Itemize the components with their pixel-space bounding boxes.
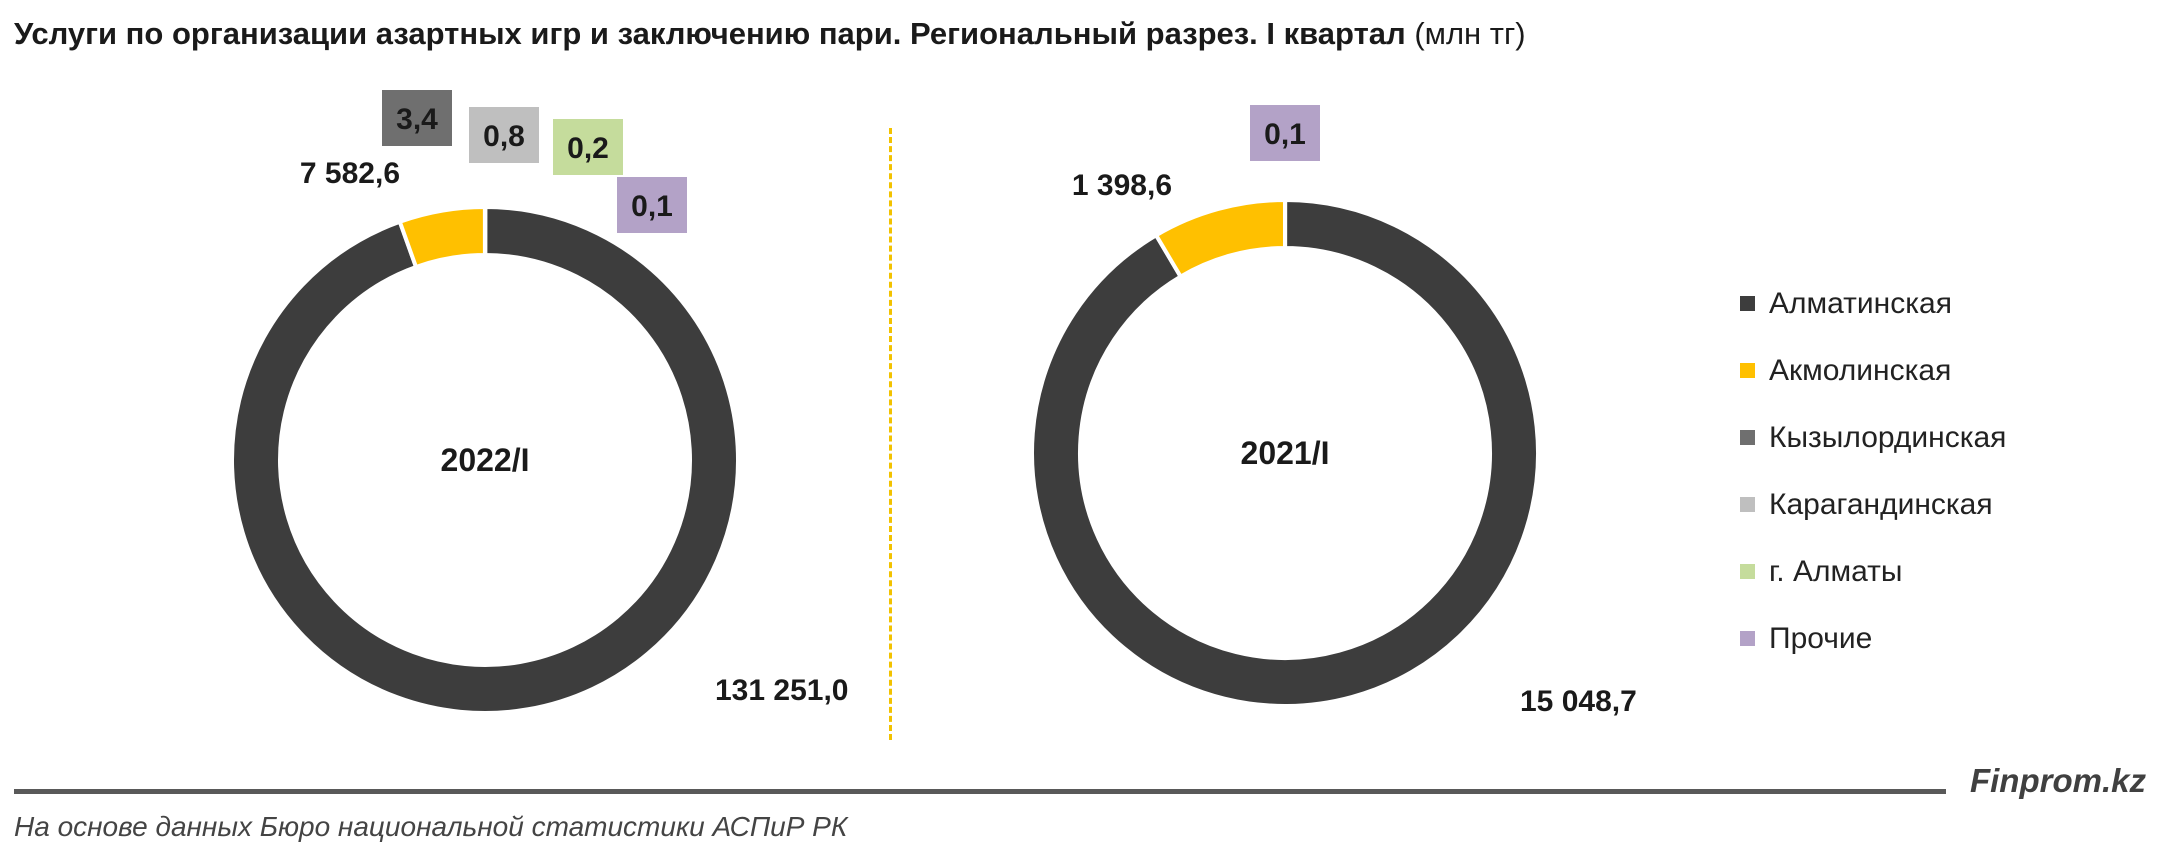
data-label: 1 398,6	[1072, 169, 1172, 202]
donut-slice	[230, 204, 740, 715]
legend-swatch	[1740, 564, 1755, 579]
data-label-box	[469, 107, 539, 163]
legend-item: Прочие	[1740, 605, 2006, 672]
legend-label: Прочие	[1769, 621, 1873, 655]
data-label-box	[617, 177, 687, 233]
donut-center-label: 2022/I	[441, 442, 530, 478]
donut-slice	[1153, 197, 1287, 280]
legend: Алматинская Акмолинская Кызылординская Кара…	[1740, 270, 2006, 672]
donut-center-label: 2021/I	[1241, 435, 1330, 471]
data-label: 0,8	[483, 120, 525, 153]
data-label: 3,4	[396, 103, 438, 136]
donut-slice	[1030, 197, 1541, 708]
chart-divider	[889, 128, 892, 740]
legend-swatch	[1740, 363, 1755, 378]
data-label-box	[1250, 105, 1320, 161]
footer-rule	[14, 789, 1946, 794]
legend-label: Акмолинская	[1769, 353, 1952, 387]
chart-title-unit: (млн тг)	[1414, 16, 1526, 51]
legend-item: Акмолинская	[1740, 337, 2006, 404]
donut-0	[230, 204, 740, 715]
data-label: 7 582,6	[300, 157, 400, 190]
legend-label: Карагандинская	[1769, 487, 1993, 521]
legend-swatch	[1740, 296, 1755, 311]
legend-swatch	[1740, 430, 1755, 445]
legend-item: Карагандинская	[1740, 471, 2006, 538]
data-label: 0,2	[567, 132, 609, 165]
brand-logo-text: Finprom.kz	[1961, 762, 2146, 800]
data-label: 15 048,7	[1520, 685, 1637, 718]
legend-item: Алматинская	[1740, 270, 2006, 337]
source-note: На основе данных Бюро национальной стати…	[14, 811, 848, 842]
legend-item: Кызылординская	[1740, 404, 2006, 471]
data-label-box	[553, 119, 623, 175]
legend-label: г. Алматы	[1769, 554, 1903, 588]
data-label: 131 251,0	[715, 674, 848, 707]
chart-title-main: Услуги по организации азартных игр и зак…	[14, 16, 1406, 51]
donut-slice	[397, 204, 487, 270]
legend-label: Алматинская	[1769, 286, 1952, 320]
legend-swatch	[1740, 631, 1755, 646]
data-label: 0,1	[1264, 118, 1306, 151]
legend-swatch	[1740, 497, 1755, 512]
legend-item: г. Алматы	[1740, 538, 2006, 605]
donut-1	[1030, 197, 1541, 708]
data-label-box	[382, 90, 452, 146]
data-label: 0,1	[631, 190, 673, 223]
chart-title: Услуги по организации азартных игр и зак…	[14, 16, 1526, 52]
legend-label: Кызылординская	[1769, 420, 2007, 454]
